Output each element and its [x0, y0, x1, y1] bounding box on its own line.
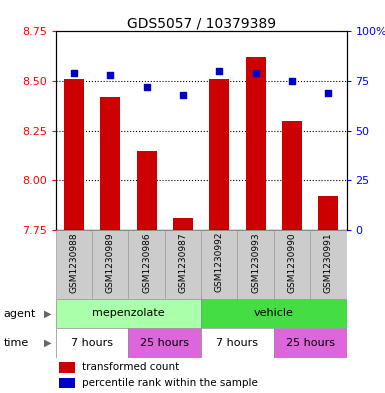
Text: mepenzolate: mepenzolate [92, 309, 165, 318]
Bar [92, 230, 129, 299]
Bar [246, 57, 266, 230]
Text: GSM1230988: GSM1230988 [69, 232, 79, 293]
Text: agent: agent [4, 309, 36, 319]
Point [107, 72, 114, 78]
Bar [165, 230, 201, 299]
Point [216, 68, 223, 74]
Text: GSM1230989: GSM1230989 [106, 232, 115, 293]
Text: time: time [4, 338, 29, 348]
Text: GSM1230986: GSM1230986 [142, 232, 151, 293]
Bar [274, 230, 310, 299]
Bar [64, 79, 84, 230]
Text: 7 hours: 7 hours [216, 338, 258, 348]
Bar [209, 79, 229, 230]
Text: GSM1230991: GSM1230991 [324, 232, 333, 293]
Bar [310, 230, 346, 299]
Bar [56, 328, 129, 358]
Bar [56, 230, 92, 299]
Text: GSM1230987: GSM1230987 [179, 232, 187, 293]
Text: ▶: ▶ [44, 338, 52, 348]
Bar [238, 230, 274, 299]
Text: ▶: ▶ [44, 309, 52, 319]
Point [325, 90, 331, 96]
Bar [59, 362, 75, 373]
Bar [129, 328, 201, 358]
Bar [173, 218, 193, 230]
Point [289, 78, 295, 84]
Bar [100, 97, 121, 230]
Point [144, 84, 150, 90]
Bar [274, 328, 346, 358]
Text: vehicle: vehicle [254, 309, 294, 318]
Bar [56, 299, 201, 328]
Text: GSM1230992: GSM1230992 [215, 232, 224, 292]
Text: GSM1230990: GSM1230990 [288, 232, 296, 293]
Text: 25 hours: 25 hours [286, 338, 335, 348]
Text: transformed count: transformed count [82, 362, 179, 372]
Bar [137, 151, 157, 230]
Bar [201, 328, 274, 358]
Point [180, 92, 186, 98]
Bar [201, 299, 346, 328]
Point [71, 70, 77, 76]
Text: percentile rank within the sample: percentile rank within the sample [82, 378, 258, 388]
Text: GSM1230993: GSM1230993 [251, 232, 260, 293]
Bar [318, 196, 338, 230]
Point [253, 70, 259, 76]
Bar [282, 121, 302, 230]
Bar [201, 230, 238, 299]
Title: GDS5057 / 10379389: GDS5057 / 10379389 [127, 16, 276, 30]
Text: 7 hours: 7 hours [71, 338, 113, 348]
Bar [59, 378, 75, 388]
Bar [129, 230, 165, 299]
Text: 25 hours: 25 hours [140, 338, 189, 348]
